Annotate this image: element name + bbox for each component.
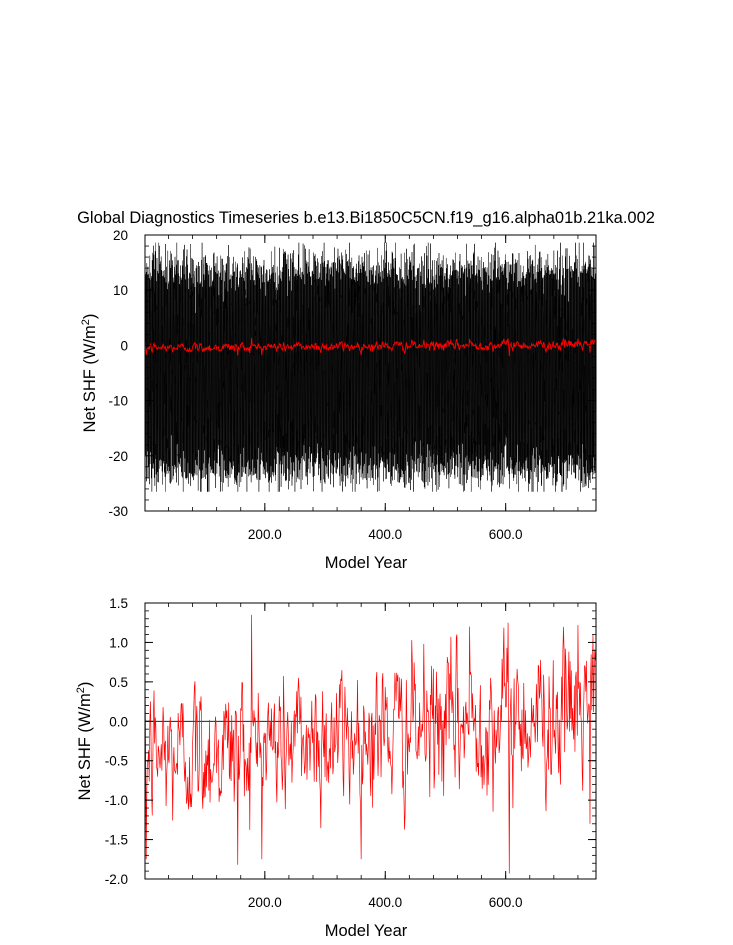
x-tick-label: 600.0 (489, 895, 523, 910)
y-tick-label: -2.0 (105, 872, 128, 887)
x-tick-label: 400.0 (368, 527, 402, 542)
y-tick-label: 0.5 (109, 675, 128, 690)
y-tick-label: 1.5 (109, 596, 128, 611)
top-axis-ticks: 20 10 0 -10 -20 -30 200.0 400.0 600.0 (108, 228, 596, 542)
bottom-plot-area (144, 614, 597, 874)
x-tick-label: 400.0 (368, 895, 402, 910)
top-chart: Global Diagnostics Timeseries b.e13.Bi18… (77, 209, 655, 572)
chart-title: Global Diagnostics Timeseries b.e13.Bi18… (77, 209, 655, 227)
series-annual-mean-line (144, 337, 597, 357)
bottom-x-axis-label: Model Year (325, 922, 408, 940)
top-plot-frame (144, 234, 597, 512)
y-tick-label: -30 (108, 504, 128, 519)
series-monthly-line (144, 242, 597, 492)
y-tick-label: -0.5 (105, 754, 128, 769)
x-tick-label: 200.0 (248, 895, 282, 910)
y-tick-label: -1.0 (105, 793, 128, 808)
series-annual-mean-line (144, 614, 597, 874)
x-tick-label: 200.0 (248, 527, 282, 542)
y-tick-label: 0 (120, 338, 128, 353)
y-tick-label: 0.0 (109, 714, 128, 729)
x-tick-label: 600.0 (489, 527, 523, 542)
top-x-axis-label: Model Year (325, 554, 408, 572)
y-tick-label: -1.5 (105, 833, 128, 848)
y-tick-label: -20 (108, 449, 128, 464)
y-tick-label: -10 (108, 394, 128, 409)
top-plot-area (144, 242, 597, 492)
y-tick-label: 10 (113, 283, 128, 298)
top-y-axis-label: Net SHF (W/m2) (80, 314, 99, 433)
y-tick-label: 1.0 (109, 635, 128, 650)
bottom-y-axis-label: Net SHF (W/m2) (75, 682, 94, 801)
bottom-chart: 1.5 1.0 0.5 0.0 -0.5 -1.0 -1.5 -2.0 200.0 400.0 60… (75, 596, 597, 940)
y-tick-label: 20 (113, 228, 128, 243)
bottom-plot-frame (144, 602, 597, 880)
bottom-axis-ticks: 1.5 1.0 0.5 0.0 -0.5 -1.0 -1.5 -2.0 200.0 400.0 60… (105, 596, 596, 910)
